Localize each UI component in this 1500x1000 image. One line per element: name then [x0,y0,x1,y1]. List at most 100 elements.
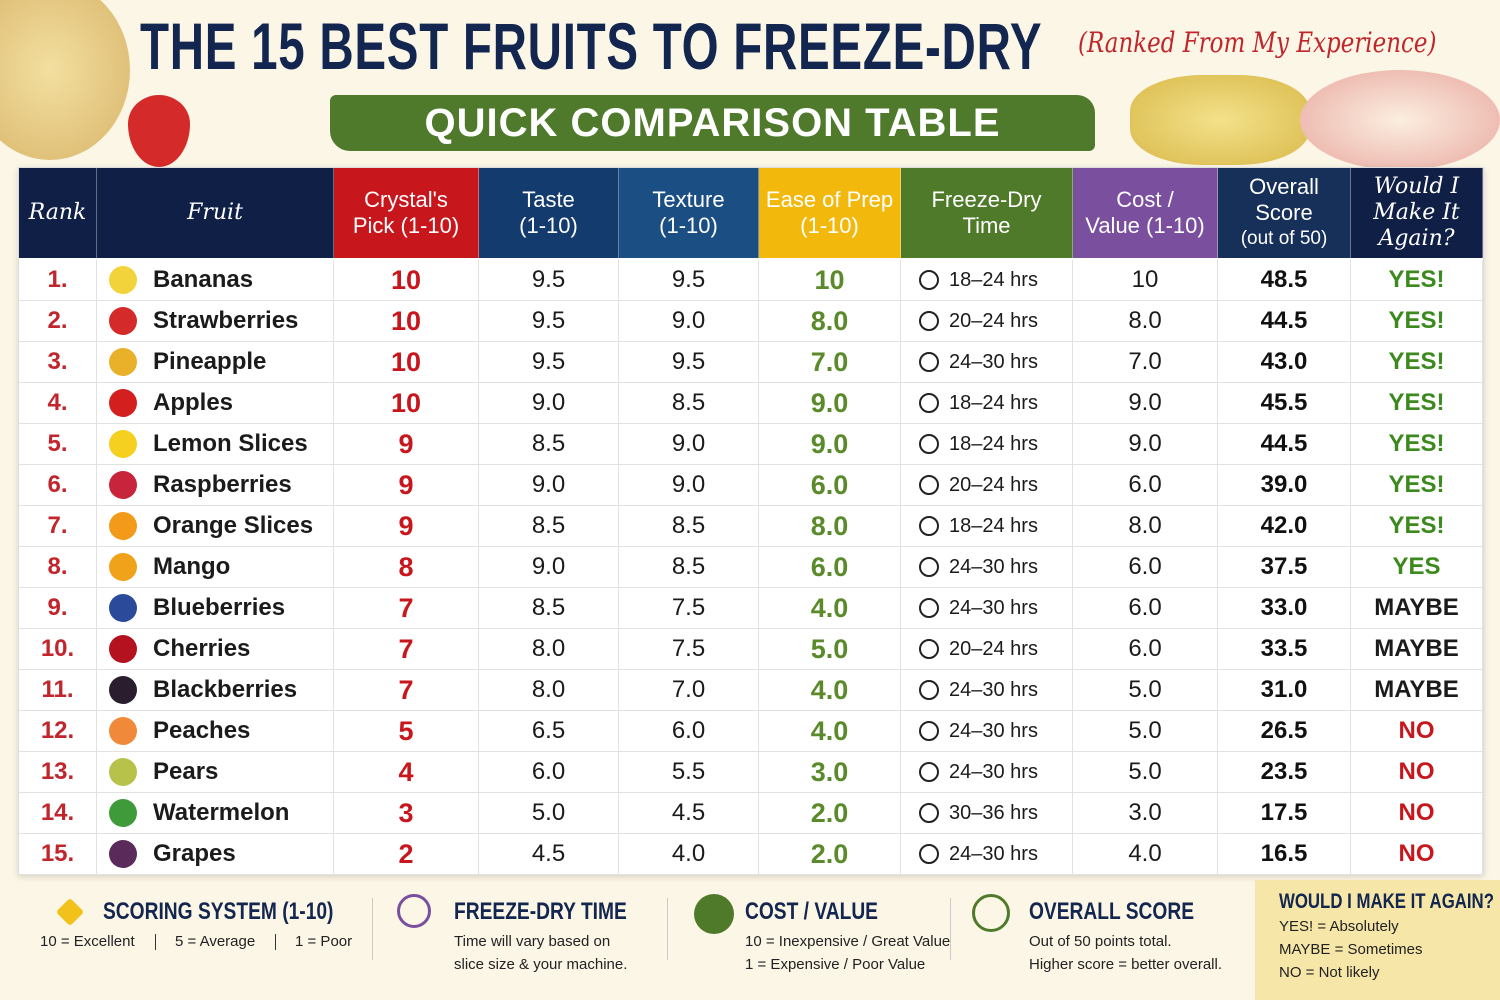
table-cell: 4.5 [619,793,759,834]
cell-text: 6.0 [671,717,706,744]
cell-text: 10 [1131,266,1159,293]
table-cell: 5 [334,711,479,752]
table-cell: 2. [19,301,97,342]
table-cell: 7 [334,588,479,629]
cell-text: Pears [153,758,219,785]
cell-text: 9.0 [531,553,566,580]
legend-line: Time will vary based on [454,933,611,950]
cell-text: 9.0 [810,428,849,459]
cell-text: 37.5 [1260,553,1308,580]
sep [275,934,276,950]
table-cell: 8.0 [1073,506,1218,547]
clock-icon [919,762,939,782]
cell-text: 2 [398,838,414,869]
cell-text: 4.0 [810,592,849,623]
table-cell: 3.0 [1073,793,1218,834]
again-line: YES! = Absolutely [1279,918,1399,935]
subtitle: (Ranked From My Experience) [1078,26,1437,59]
cell-text: 8.5 [671,389,706,416]
fruit-cell: Pineapple [97,342,334,383]
table-cell: 11. [19,670,97,711]
cell-text: 20–24 hrs [949,309,1038,332]
sep [155,934,156,950]
cell-text: 33.0 [1260,594,1308,621]
cell-text: 10 [390,387,422,418]
table-cell: 13. [19,752,97,793]
fruit-cell: Apples [97,383,334,424]
table-cell: 7.0 [1073,342,1218,383]
table-cell: 24–30 hrs [901,547,1073,588]
cell-text: YES! [1388,348,1445,375]
table-cell: NO [1351,793,1483,834]
cell-text: 6.0 [1128,471,1162,498]
table-cell: 8.0 [759,301,901,342]
cell-text: 9.0 [1128,389,1162,416]
cell-text: 24–30 hrs [949,350,1038,373]
fruit-cell: Bananas [97,260,334,301]
table-cell: 44.5 [1218,301,1351,342]
decor-pineapple [1130,75,1310,165]
cell-text: 8.0 [1128,512,1162,539]
table-cell: 10. [19,629,97,670]
table-cell: 33.5 [1218,629,1351,670]
cell-text: 9.0 [1128,430,1162,457]
table-cell: 7. [19,506,97,547]
table-cell: YES! [1351,465,1483,506]
clock-icon [919,721,939,741]
table-cell: YES! [1351,383,1483,424]
table-cell: 31.0 [1218,670,1351,711]
cell-text: 33.5 [1260,635,1308,662]
column-header: Crystal's Pick (1-10) [334,168,479,258]
table-cell: 9.0 [479,383,619,424]
table-cell: 48.5 [1218,260,1351,301]
table-cell: 5.0 [479,793,619,834]
column-header: Freeze-Dry Time [901,168,1073,258]
table-cell: NO [1351,834,1483,875]
header-line: Value (1-10) [1085,213,1205,238]
table-cell: 7.0 [619,670,759,711]
divider [372,898,373,960]
cell-text: 4 [398,756,414,787]
cell-text: 2. [47,307,68,334]
cell-text: 31.0 [1260,676,1308,703]
cell-text: 9.0 [671,307,706,334]
cell-text: 48.5 [1260,266,1308,293]
table-cell: 10 [334,342,479,383]
table-cell: 9.5 [619,260,759,301]
cell-text: 23.5 [1260,758,1308,785]
table-cell: 6.0 [759,465,901,506]
fruit-cell: Mango [97,547,334,588]
cell-text: 18–24 hrs [949,268,1038,291]
table-cell: YES! [1351,301,1483,342]
fruit-icon [109,676,137,704]
cell-text: NO [1398,717,1435,744]
cell-text: 3 [398,797,414,828]
cell-text: 16.5 [1260,840,1308,867]
fruit-icon [109,307,137,335]
cell-text: 5.0 [810,633,849,664]
divider [950,898,951,960]
cell-text: Mango [153,553,231,580]
legend-icon [694,894,734,934]
clock-icon [919,598,939,618]
cell-text: 7 [398,674,414,705]
clock-icon [919,393,939,413]
table-cell: 4.5 [479,834,619,875]
cell-text: 10 [814,264,845,295]
cell-text: 3.0 [810,756,849,787]
table-cell: 9.0 [759,424,901,465]
divider [667,898,668,960]
cell-text: 7. [47,512,68,539]
cell-text: 7.0 [810,346,849,377]
cell-text: 10. [40,635,75,662]
table-cell: 9. [19,588,97,629]
cell-text: 7.0 [671,676,706,703]
table-cell: 9.0 [619,301,759,342]
column-header: Ease of Prep (1-10) [759,168,901,258]
cell-text: 4.0 [810,715,849,746]
table-cell: 33.0 [1218,588,1351,629]
table-cell: 4 [334,752,479,793]
table-cell: 7 [334,629,479,670]
legend-line: 10 = Inexpensive / Great Value [745,933,951,950]
table-cell: 6.0 [479,752,619,793]
